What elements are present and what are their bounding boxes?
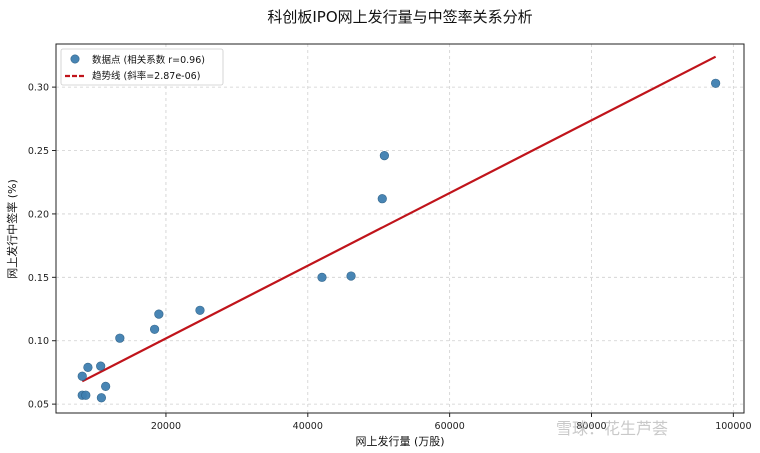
- data-point: [77, 371, 87, 381]
- data-point: [711, 78, 721, 88]
- x-axis-ticks: 20000 40000 60000 80000 100000: [151, 413, 751, 432]
- x-tick-label: 60000: [435, 421, 465, 432]
- x-axis-label: 网上发行量 (万股): [355, 434, 444, 448]
- legend: 数据点 (相关系数 r=0.96) 趋势线 (斜率=2.87e-06): [60, 48, 224, 86]
- data-point: [149, 324, 160, 334]
- legend-label-points: 数据点 (相关系数 r=0.96): [92, 54, 205, 66]
- legend-label-trend: 趋势线 (斜率=2.87e-06): [92, 70, 200, 82]
- watermark: 雪球：花生芦荟: [556, 419, 668, 438]
- x-tick-label: 40000: [293, 421, 323, 432]
- legend-marker-points: [70, 54, 80, 64]
- data-points-layer: [77, 78, 721, 403]
- y-axis-label: 网上发行中签率 (%): [5, 179, 19, 279]
- chart-title: 科创板IPO网上发行量与中签率关系分析: [267, 8, 532, 26]
- data-point: [83, 362, 93, 372]
- y-tick-label: 0.20: [28, 209, 49, 220]
- trend-line: [81, 55, 717, 383]
- y-tick-label: 0.05: [28, 400, 49, 411]
- x-tick-label: 80000: [576, 421, 606, 432]
- y-tick-label: 0.15: [28, 273, 49, 284]
- data-point: [101, 381, 111, 391]
- y-tick-label: 0.30: [28, 83, 49, 94]
- y-axis-ticks: 0.05 0.10 0.15 0.20 0.25 0.30: [28, 83, 56, 411]
- y-tick-label: 0.10: [28, 336, 49, 347]
- data-point: [377, 194, 387, 204]
- data-point: [154, 309, 164, 319]
- data-point: [81, 390, 91, 400]
- data-point: [346, 271, 356, 281]
- data-point: [115, 333, 125, 343]
- legend-box: [60, 48, 224, 86]
- y-tick-label: 0.25: [28, 146, 49, 157]
- x-tick-label: 100000: [715, 421, 751, 432]
- data-point: [195, 305, 205, 315]
- x-tick-label: 20000: [151, 421, 181, 432]
- data-point: [317, 272, 327, 282]
- plot-frame: [55, 43, 745, 414]
- data-point: [379, 150, 389, 161]
- trend-line-layer: [81, 55, 717, 383]
- grid-lines: [56, 44, 744, 413]
- data-point: [96, 393, 106, 403]
- data-point: [96, 361, 106, 371]
